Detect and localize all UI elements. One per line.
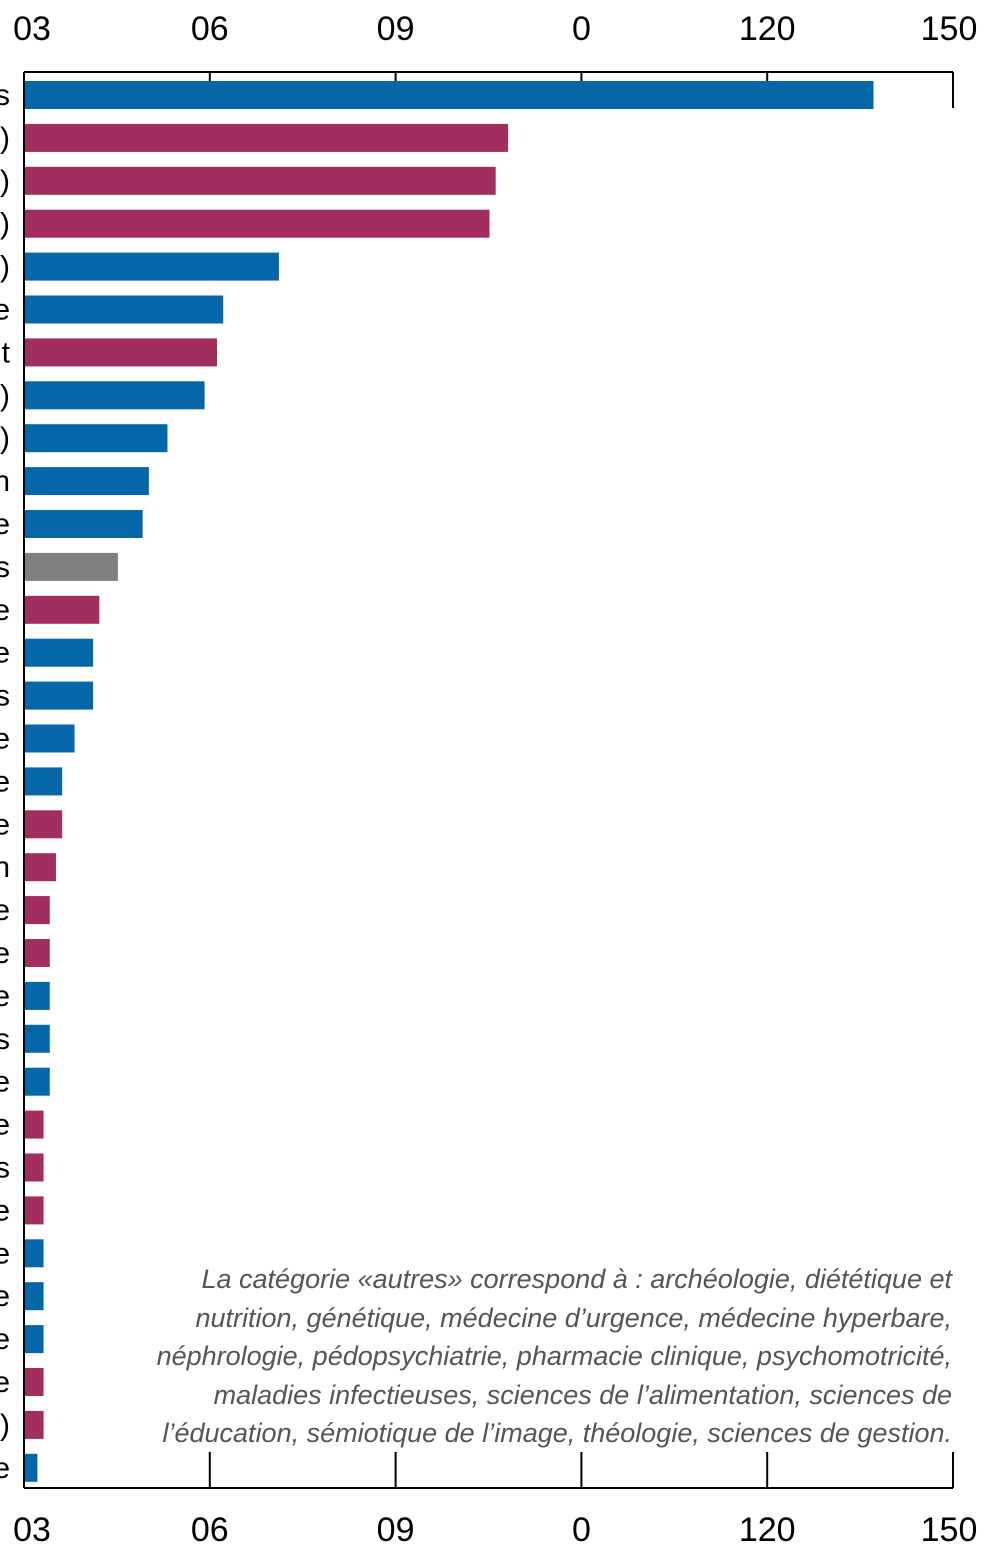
chart-annotation: La catégorie «autres» correspond à : arc…: [132, 1260, 952, 1453]
category-label: e: [0, 980, 10, 1013]
annotation-line: maladies infectieuses, sciences de l’ali…: [213, 1379, 952, 1410]
bar: [25, 166, 496, 195]
category-label: ): [0, 165, 10, 198]
category-label: s: [0, 1152, 10, 1185]
category-label: e: [0, 1323, 10, 1356]
top-tick-label: 150: [921, 10, 978, 48]
bar: [25, 1239, 44, 1268]
category-label: ): [0, 379, 10, 412]
category-label: ): [0, 422, 10, 455]
category-label: e: [0, 894, 10, 927]
bar: [25, 896, 50, 925]
bar: [25, 939, 50, 967]
top-tick-label: 09: [377, 10, 415, 48]
bar: [25, 1067, 50, 1096]
bar: [25, 981, 50, 1010]
bar: [25, 1110, 44, 1139]
bottom-tick-label: 0: [572, 1511, 591, 1549]
bar: [25, 853, 56, 882]
bar: [25, 724, 75, 753]
bar: [25, 552, 118, 581]
top-x-axis: 03 06 09 0 120 150: [13, 10, 977, 108]
bar: [25, 1453, 38, 1482]
bottom-tick-label: 120: [739, 1511, 796, 1549]
bar: [25, 1282, 44, 1311]
bar: [25, 338, 217, 367]
top-tick-label: 0: [572, 10, 591, 48]
category-label: e: [0, 1452, 10, 1485]
bar: [25, 510, 143, 538]
category-label: s: [0, 1023, 10, 1056]
bar: [25, 252, 279, 281]
category-label: e: [0, 637, 10, 670]
bar: [25, 1410, 44, 1439]
bar: [25, 1325, 44, 1354]
bar: [25, 424, 168, 453]
bottom-x-axis: 03 06 09 0 120 150: [13, 1452, 977, 1549]
annotation-line: l’éducation, sémiotique de l’image, théo…: [162, 1418, 953, 1448]
category-label: e: [0, 1366, 10, 1399]
category-label: e: [0, 1280, 10, 1313]
annotation-line: La catégorie «autres» correspond à : arc…: [201, 1264, 952, 1294]
bar: [25, 638, 94, 667]
category-label: ): [0, 1409, 10, 1442]
category-label: e: [0, 808, 10, 841]
annotation-line: nutrition, génétique, médecine d’urgence…: [195, 1302, 953, 1333]
bar: [25, 1368, 44, 1396]
category-label: e: [0, 1237, 10, 1270]
bottom-tick-label: 150: [921, 1511, 978, 1549]
bar: [25, 1153, 44, 1182]
category-label: e: [0, 723, 10, 756]
category-label: e: [0, 1194, 10, 1227]
bar: [25, 681, 94, 710]
category-label: ): [0, 122, 10, 155]
bar: [25, 1024, 50, 1053]
bar: [25, 81, 874, 109]
top-tick-label: 03: [13, 10, 51, 48]
top-tick-label: 120: [739, 10, 796, 48]
category-label: n: [0, 465, 10, 498]
category-label: ): [0, 208, 10, 241]
annotation-line: néphrologie, pédopsychiatrie, pharmacie …: [156, 1341, 952, 1371]
bar: [25, 767, 63, 796]
category-label: e: [0, 508, 10, 541]
bars: [25, 81, 874, 1482]
bar: [25, 381, 205, 410]
category-label: s: [0, 551, 10, 584]
category-label: s: [0, 680, 10, 713]
bar: [25, 123, 509, 152]
top-tick-label: 06: [191, 10, 229, 48]
category-label: e: [0, 294, 10, 327]
category-label: e: [0, 1109, 10, 1142]
category-label: e: [0, 1066, 10, 1099]
bottom-tick-label: 09: [377, 1511, 415, 1549]
category-label: ): [0, 251, 10, 284]
category-label: t: [2, 336, 11, 369]
category-label: s: [0, 79, 10, 112]
bar: [25, 295, 224, 324]
bar: [25, 209, 490, 238]
bar: [25, 595, 100, 624]
category-label: e: [0, 765, 10, 798]
bottom-tick-label: 03: [13, 1511, 51, 1549]
category-label: e: [0, 594, 10, 627]
bottom-tick-label: 06: [191, 1511, 229, 1549]
bar: [25, 467, 149, 496]
category-label: e: [0, 937, 10, 970]
bar: [25, 1196, 44, 1225]
bar: [25, 810, 63, 839]
category-label: n: [0, 851, 10, 884]
